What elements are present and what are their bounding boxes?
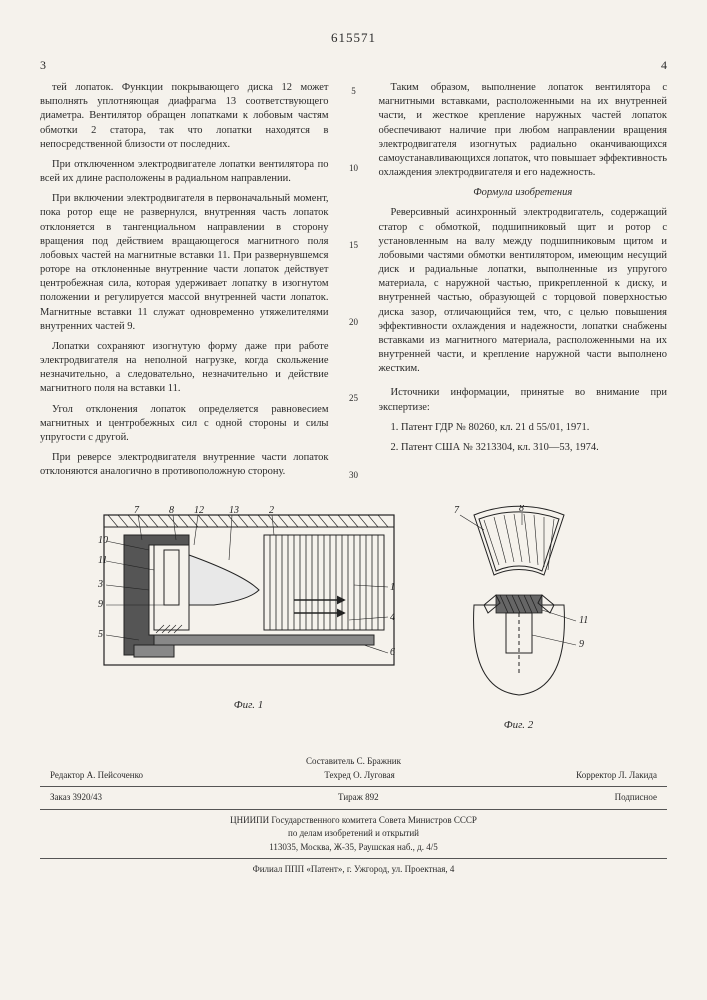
para: При реверсе электродвигателя внутренние … [40,451,329,479]
right-column: Таким образом, выполнение лопаток вентил… [379,81,668,485]
fig1-ref: 10 [98,535,108,546]
fig2-ref: 7 [454,505,460,516]
fig1-ref: 9 [98,599,103,610]
fig1-caption: Фиг. 1 [94,699,404,711]
line-marker: 30 [349,469,358,481]
footer-addr2: Филиал ППП «Патент», г. Ужгород, ул. Про… [40,863,667,877]
line-marker: 15 [349,239,358,251]
line-marker: 25 [349,392,358,404]
figure-2: 7 8 11 9 Фиг. 2 [424,505,614,731]
fig1-ref: 12 [194,505,204,516]
fig1-ref: 4 [390,612,395,623]
fig1-ref: 11 [98,555,107,566]
fig1-ref: 13 [229,505,239,516]
line-marker: 20 [349,316,358,328]
ref-item: 1. Патент ГДР № 80260, кл. 21 d 55/01, 1… [379,421,668,435]
fig1-ref: 2 [269,505,274,516]
footer-order: Заказ 3920/43 [50,791,102,805]
fig2-ref: 8 [519,505,524,514]
para: Угол отклонения лопаток определяется рав… [40,403,329,446]
line-marker: 10 [349,162,358,174]
fig1-svg: 7 8 12 13 2 10 11 3 9 5 1 4 6 [94,505,404,695]
fig1-ref: 6 [390,647,395,658]
fig2-caption: Фиг. 2 [424,719,614,731]
page-numbers: 3 4 [40,58,667,73]
para: При включении электродвигателя в первона… [40,192,329,334]
para: тей лопаток. Функции покрывающего диска … [40,81,329,152]
page-left: 3 [40,58,46,73]
refs-title: Источники информации, принятые во вниман… [379,386,668,414]
footer-compiler: Составитель С. Бражник [40,755,667,769]
footer-tirage: Тираж 892 [338,791,379,805]
fig1-ref: 1 [390,582,395,593]
footer-org1: ЦНИИПИ Государственного комитета Совета … [40,814,667,828]
fig2-ref: 11 [579,615,588,626]
document-number: 615571 [40,30,667,46]
text-columns: тей лопаток. Функции покрывающего диска … [40,81,667,485]
formula-text: Реверсивный асинхронный электродвигатель… [379,206,668,376]
references: Источники информации, принятые во вниман… [379,386,668,455]
page-right: 4 [661,58,667,73]
footer-addr1: 113035, Москва, Ж-35, Раушская наб., д. … [40,841,667,855]
figures-row: 7 8 12 13 2 10 11 3 9 5 1 4 6 [40,505,667,731]
formula-title: Формула изобретения [379,186,668,200]
para: Таким образом, выполнение лопаток вентил… [379,81,668,180]
footer-editor: Редактор А. Пейсоченко [50,769,143,783]
footer-corrector: Корректор Л. Лакида [576,769,657,783]
left-column: тей лопаток. Функции покрывающего диска … [40,81,329,485]
para: При отключенном электродвигателе лопатки… [40,158,329,186]
ref-item: 2. Патент США № 3213304, кл. 310—53, 197… [379,441,668,455]
footer-subscription: Подписное [615,791,657,805]
para: Лопатки сохраняют изогнутую форму даже п… [40,340,329,397]
fig2-ref: 9 [579,639,584,650]
fig1-ref: 7 [134,505,140,516]
fig1-ref: 3 [97,579,103,590]
fig1-ref: 5 [98,629,103,640]
fig2-svg: 7 8 11 9 [424,505,614,715]
footer-tech-editor: Техред О. Луговая [324,769,394,783]
fig1-ref: 8 [169,505,174,516]
figure-1: 7 8 12 13 2 10 11 3 9 5 1 4 6 [94,505,404,711]
footer-org2: по делам изобретений и открытий [40,827,667,841]
line-markers: 5 10 15 20 25 30 [347,81,361,485]
footer: Составитель С. Бражник Редактор А. Пейсо… [40,755,667,877]
line-marker: 5 [351,85,356,97]
